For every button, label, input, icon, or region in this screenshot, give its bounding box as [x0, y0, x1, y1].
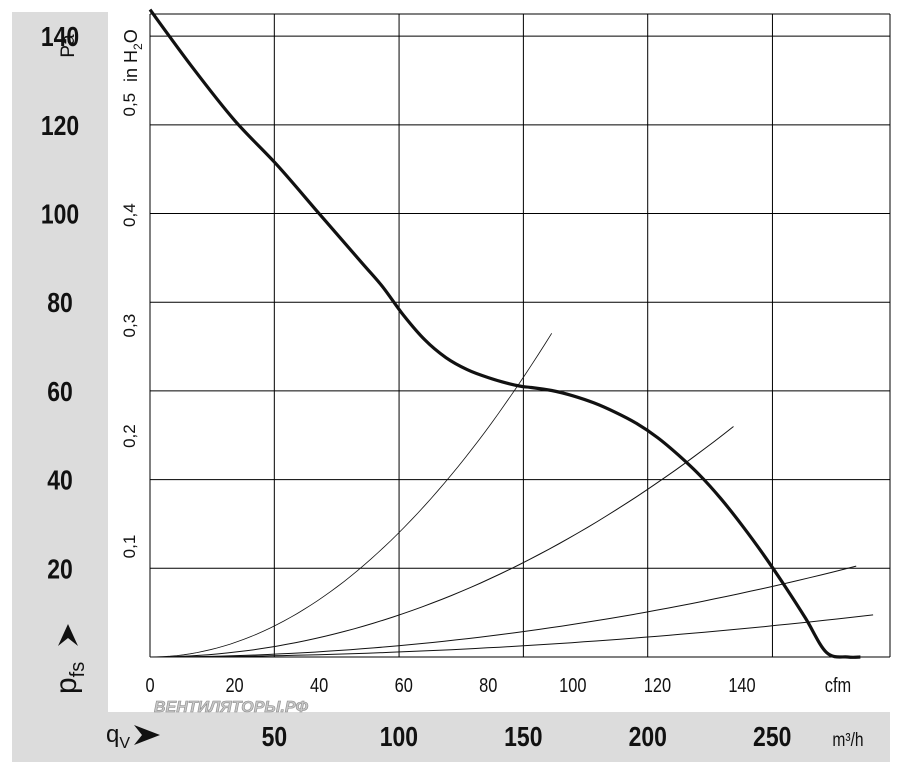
fan-curve-line [148, 8, 861, 659]
x-tick-label-cfm: 120 [644, 673, 671, 696]
x-tick-label-cfm: 0 [145, 673, 154, 696]
plot-background [150, 14, 890, 657]
x-axis-label-qv: qV [106, 721, 130, 752]
y-axis-unit-pa: Pa [58, 34, 79, 58]
x-tick-label-m3h: 250 [753, 722, 791, 753]
bottom-axis-panel [12, 712, 890, 762]
system-curve-line [150, 565, 857, 658]
left-axis-panel [12, 12, 108, 762]
y-tick-label-pa: 100 [41, 199, 79, 230]
y-tick-label-inh2o: 0,1 [120, 535, 139, 559]
y-tick-label-pa: 60 [47, 377, 73, 408]
y-tick-label-inh2o: 0,5 [120, 93, 139, 117]
x-tick-label-m3h: 200 [629, 722, 667, 753]
x-tick-label-m3h: 150 [504, 722, 542, 753]
system-curve-line [149, 426, 734, 658]
y-tick-label-pa: 20 [47, 554, 73, 585]
y-tick-label-pa: 120 [41, 111, 79, 142]
tick-labels: 20 40 60 80 100 120 140 0,1 0,2 0,3 0,4 0,5 0 20 40 60 8… [41, 22, 792, 752]
system-curve-line [150, 614, 874, 658]
x-tick-label-cfm: 20 [225, 673, 243, 696]
fan-curve-group [148, 8, 861, 659]
x-tick-label-m3h: 100 [380, 722, 418, 753]
y-tick-label-pa: 80 [47, 288, 73, 319]
x-axis-unit-m3h: m³/h [832, 729, 863, 751]
y-axis-unit-inh2o: in H2O [121, 29, 145, 82]
x-tick-label-cfm: 60 [395, 673, 413, 696]
x-axis-unit-cfm: cfm [825, 673, 851, 696]
x-tick-label-cfm: 140 [728, 673, 755, 696]
system-curves [149, 333, 874, 658]
y-tick-label-pa: 140 [41, 22, 79, 53]
y-tick-label-inh2o: 0,3 [120, 314, 139, 338]
y-axis-arrow-icon [58, 624, 78, 646]
y-tick-label-inh2o: 0,4 [120, 203, 139, 227]
watermark-text: ВЕНТИЛЯТОРЫ.РФ [154, 699, 309, 716]
y-axis-label-pfs: pfs [50, 662, 89, 694]
x-tick-label-m3h: 50 [262, 722, 288, 753]
y-tick-label-inh2o: 0,2 [120, 424, 139, 448]
x-tick-label-cfm: 40 [310, 673, 328, 696]
x-axis-arrow-icon [134, 725, 160, 745]
grid-lines [149, 13, 891, 658]
system-curve-line [149, 333, 553, 658]
y-tick-label-pa: 40 [47, 466, 73, 497]
x-tick-label-cfm: 100 [559, 673, 586, 696]
x-tick-label-cfm: 80 [479, 673, 497, 696]
